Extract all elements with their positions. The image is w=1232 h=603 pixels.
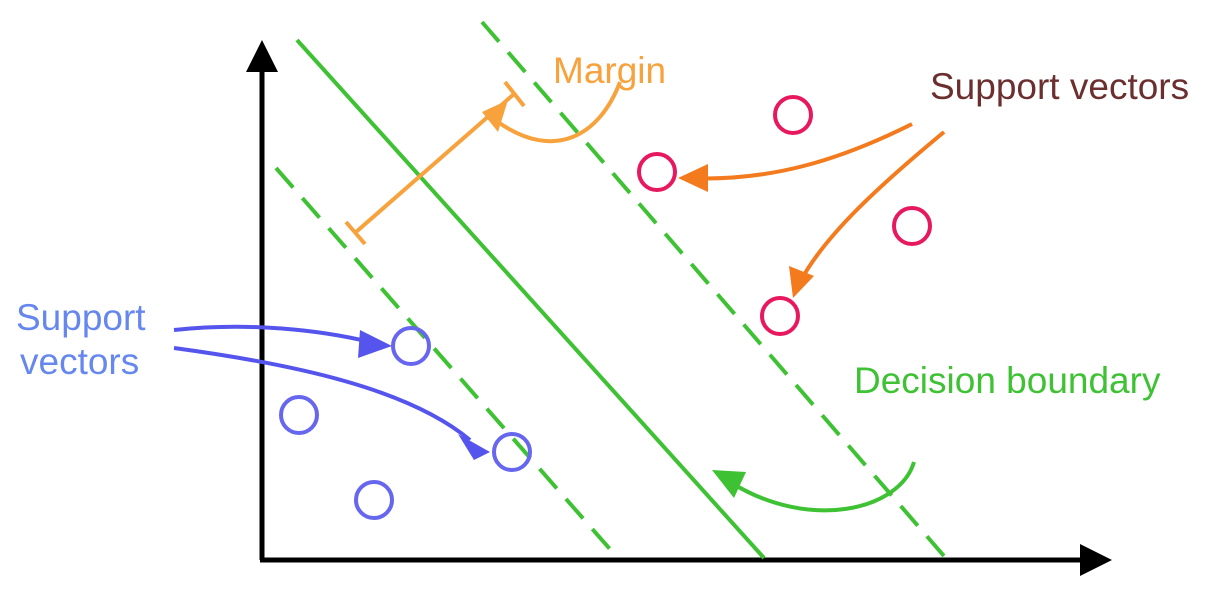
sv-arrow-left-lower-head bbox=[458, 434, 490, 460]
negative-support-vector bbox=[492, 432, 532, 472]
sv-arrow-left-upper-head bbox=[358, 330, 392, 358]
sv-arrow-lower-head bbox=[789, 266, 814, 298]
sv-arrow-upper bbox=[685, 122, 913, 181]
positive-support-vector bbox=[637, 152, 677, 192]
margin-indicator bbox=[344, 80, 622, 246]
sv-arrow-lower bbox=[798, 130, 946, 283]
decision-boundary-line bbox=[295, 38, 766, 560]
decision-boundary-label: Decision boundary bbox=[854, 360, 1161, 401]
negative-class-points bbox=[279, 326, 532, 520]
positive-support-vector bbox=[760, 296, 800, 336]
boundary-pointer-arrow bbox=[728, 461, 916, 513]
positive-point bbox=[892, 206, 932, 246]
margin-cap-upper bbox=[503, 80, 526, 108]
margin-label: Margin bbox=[553, 50, 666, 91]
boundary-pointer-arrowhead bbox=[712, 470, 746, 498]
support-vectors-label-right: Support vectors bbox=[930, 66, 1189, 107]
y-axis-arrowhead bbox=[246, 40, 278, 72]
lower-margin-line bbox=[274, 166, 618, 558]
margin-pointer-arrowhead bbox=[482, 100, 508, 132]
sv-arrow-upper-head bbox=[678, 164, 708, 192]
sv-arrow-left-upper bbox=[173, 324, 371, 344]
margin-pointer-arrow bbox=[496, 81, 622, 144]
support-vectors-label-left-line1: Support bbox=[16, 297, 146, 338]
positive-class-points bbox=[637, 95, 932, 336]
axes bbox=[246, 40, 1112, 576]
boundary-pointer bbox=[712, 461, 916, 513]
support-vector-arrows-right bbox=[678, 122, 946, 298]
support-vectors-label-left-line2: vectors bbox=[20, 341, 139, 382]
support-vector-arrows-left bbox=[173, 324, 490, 460]
upper-margin-line bbox=[480, 20, 946, 558]
margin-cap-lower bbox=[344, 220, 367, 246]
positive-point bbox=[773, 95, 813, 135]
negative-support-vector bbox=[391, 326, 431, 366]
sv-arrow-left-lower bbox=[173, 346, 472, 442]
negative-point bbox=[279, 395, 319, 435]
x-axis-arrowhead bbox=[1080, 544, 1112, 576]
negative-point bbox=[354, 480, 394, 520]
